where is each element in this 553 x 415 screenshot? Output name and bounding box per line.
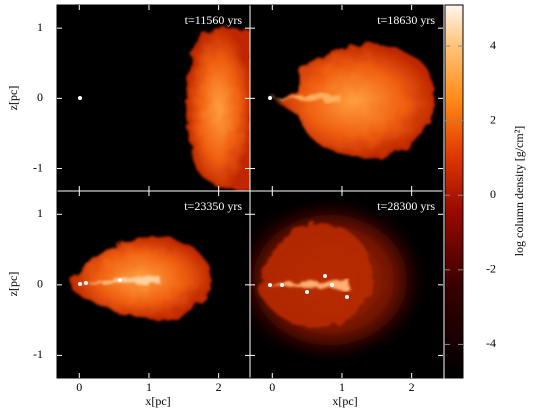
panel-annotation: t=11560 yrs xyxy=(185,13,243,27)
y-tick-label: -1 xyxy=(33,160,43,174)
x-tick-label: 0 xyxy=(76,380,82,394)
x-tick-label: 2 xyxy=(216,380,222,394)
x-tick-label: 2 xyxy=(409,380,415,394)
x-tick-label: 1 xyxy=(339,380,345,394)
y-tick-label: -1 xyxy=(33,347,43,361)
colorbar-tick-label: -2 xyxy=(486,262,496,276)
panel-annotation: t=23350 yrs xyxy=(184,199,242,213)
y-tick-label: 1 xyxy=(37,206,43,220)
y-axis-label: z[pc] xyxy=(6,272,20,297)
colorbar-tick-label: 2 xyxy=(490,112,496,126)
y-tick-label: 0 xyxy=(37,90,43,104)
colorbar-label: log column density [g/cm²] xyxy=(512,126,526,257)
x-axis-label: x[pc] xyxy=(332,394,357,408)
y-tick-label: 0 xyxy=(37,277,43,291)
colorbar-tick-label: 0 xyxy=(490,187,496,201)
panel-images xyxy=(56,4,444,379)
x-tick-label: 1 xyxy=(146,380,152,394)
y-axis-label: z[pc] xyxy=(6,86,20,111)
panel-annotation: t=28300 yrs xyxy=(377,199,435,213)
x-axis-label: x[pc] xyxy=(145,394,170,408)
colorbar-tick-label: 4 xyxy=(490,38,496,52)
x-tick-label: 0 xyxy=(269,380,275,394)
colorbar-tick-label: -4 xyxy=(486,336,496,350)
y-tick-label: 1 xyxy=(37,20,43,34)
colorbar xyxy=(444,4,464,379)
panel-annotation: t=18630 yrs xyxy=(377,13,435,27)
